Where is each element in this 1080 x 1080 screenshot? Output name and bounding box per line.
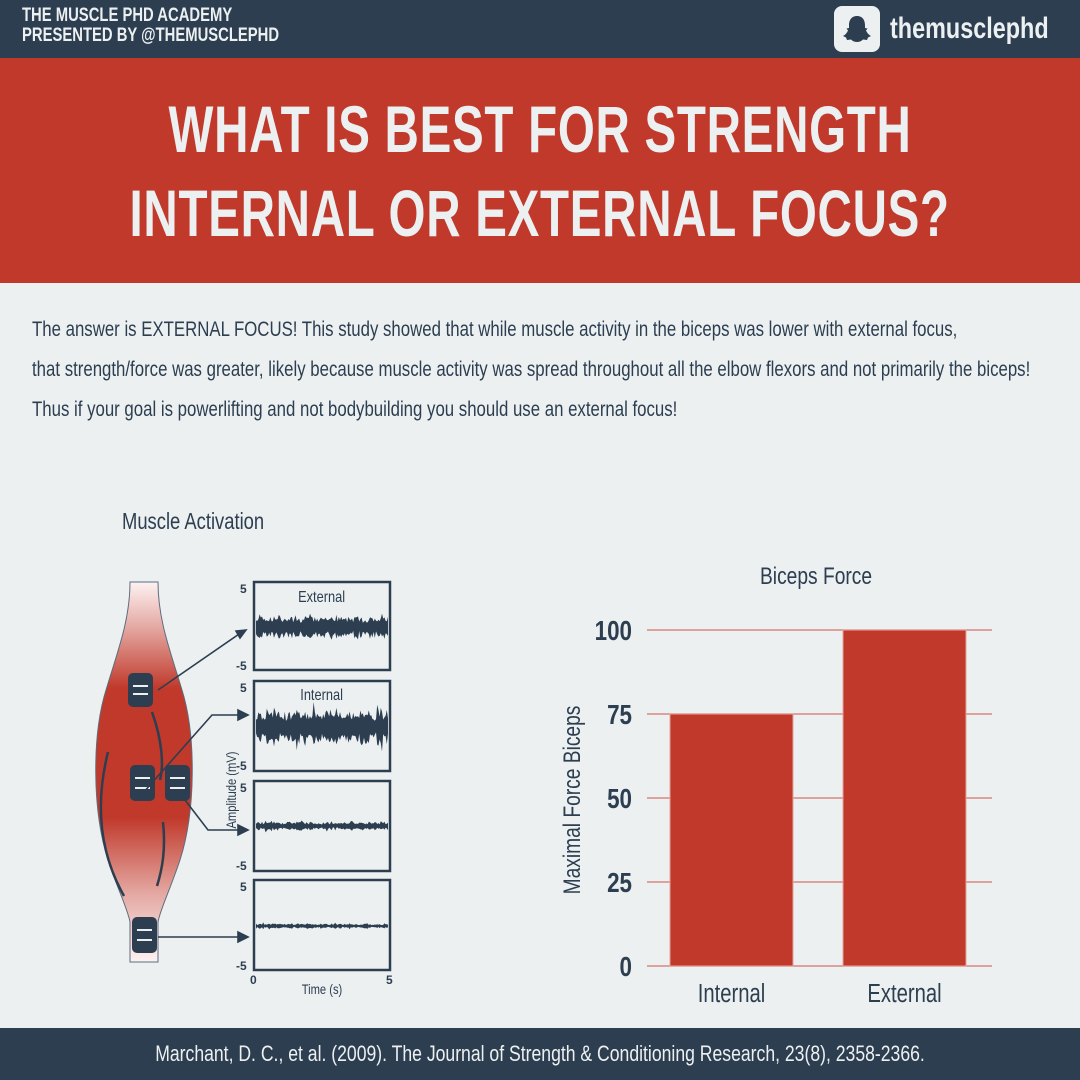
emg-panel-external: 5 -5 External bbox=[236, 580, 392, 673]
force-chart-title: Biceps Force bbox=[760, 563, 873, 590]
emg-panel-3: 5 -5 bbox=[236, 779, 392, 873]
svg-text:0: 0 bbox=[620, 952, 632, 983]
svg-text:External: External bbox=[867, 979, 941, 1008]
top-bar: THE MUSCLE PHD ACADEMY PRESENTED BY @THE… bbox=[0, 0, 1080, 58]
svg-text:75: 75 bbox=[607, 700, 632, 731]
svg-text:25: 25 bbox=[607, 868, 632, 899]
svg-text:-5: -5 bbox=[236, 859, 247, 873]
svg-text:5: 5 bbox=[240, 781, 247, 795]
force-bars bbox=[669, 629, 967, 967]
electrode-arrows bbox=[142, 629, 250, 944]
force-x-labels: Internal External bbox=[698, 979, 942, 1008]
svg-text:5: 5 bbox=[240, 880, 247, 894]
emg-panel-4: 5 -5 bbox=[236, 878, 392, 973]
brand-line-2: PRESENTED BY @THEMUSCLEPHD bbox=[22, 25, 280, 46]
svg-text:100: 100 bbox=[595, 616, 632, 647]
brand-line-1: THE MUSCLE PHD ACADEMY bbox=[22, 5, 233, 26]
brand-block: THE MUSCLE PHD ACADEMY PRESENTED BY @THE… bbox=[22, 6, 279, 46]
svg-text:50: 50 bbox=[607, 784, 632, 815]
emg-figure: Amplitude (mV) 5 -5 External 5 -5 Intern… bbox=[0, 560, 520, 1020]
force-y-axis-label-rotated: Maximal Force Biceps bbox=[558, 706, 586, 895]
citation-text: Marchant, D. C., et al. (2009). The Jour… bbox=[155, 1041, 925, 1066]
force-bar-chart: Maximal Force Biceps Maximal Force Bicep… bbox=[520, 600, 1080, 1020]
citation-footer: Marchant, D. C., et al. (2009). The Jour… bbox=[0, 1028, 1080, 1080]
emg-panel-label-internal: Internal bbox=[300, 687, 343, 705]
svg-text:5: 5 bbox=[240, 582, 247, 596]
emg-x-tick-5: 5 bbox=[386, 973, 393, 987]
snapchat-ghost-icon bbox=[834, 6, 880, 52]
intro-line-1: The answer is EXTERNAL FOCUS! This study… bbox=[32, 318, 958, 341]
social-handle-block: themusclephd bbox=[834, 6, 1060, 52]
emg-x-tick-0: 0 bbox=[250, 973, 257, 987]
intro-paragraph: The answer is EXTERNAL FOCUS! This study… bbox=[32, 310, 1072, 430]
intro-line-3: Thus if your goal is powerlifting and no… bbox=[32, 398, 678, 421]
electrode-4 bbox=[132, 917, 157, 953]
social-handle: themusclephd bbox=[890, 12, 1049, 45]
emg-x-axis-label: Time (s) bbox=[302, 982, 343, 997]
intro-line-2: that strength/force was greater, likely … bbox=[32, 358, 1031, 381]
emg-panel-internal: 5 -5 Internal bbox=[236, 679, 392, 773]
emg-panel-label-external: External bbox=[298, 589, 345, 607]
svg-text:Internal: Internal bbox=[698, 979, 766, 1008]
svg-text:-5: -5 bbox=[236, 959, 247, 973]
svg-text:5: 5 bbox=[240, 681, 247, 695]
page-title-line-2: INTERNAL OR EXTERNAL FOCUS? bbox=[129, 175, 951, 250]
force-y-ticks: 0 25 50 75 100 bbox=[595, 616, 632, 983]
emg-chart-title: Muscle Activation bbox=[122, 508, 265, 534]
page-title-line-1: WHAT IS BEST FOR STRENGTH bbox=[168, 91, 912, 166]
title-banner: WHAT IS BEST FOR STRENGTH INTERNAL OR EX… bbox=[0, 58, 1080, 283]
emg-y-axis-label: Amplitude (mV) bbox=[224, 751, 239, 828]
svg-text:-5: -5 bbox=[236, 759, 247, 773]
electrode-3 bbox=[165, 765, 190, 801]
electrode-1 bbox=[128, 673, 153, 707]
svg-text:-5: -5 bbox=[236, 659, 247, 673]
